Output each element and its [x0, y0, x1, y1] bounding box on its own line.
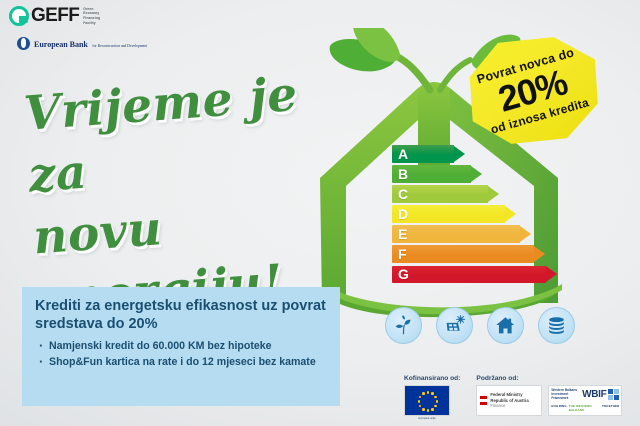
geff-tagline-line1: Green	[83, 6, 94, 11]
wbif-square-1	[608, 388, 614, 394]
offer-panel: Krediti za energetsku efikasnost uz povr…	[22, 287, 340, 406]
energy-bar-tip	[454, 145, 465, 162]
eu-star	[426, 409, 430, 412]
energy-bar-a: A	[392, 145, 557, 163]
geff-logo: GEFF Green Economy Financing Facility	[9, 6, 147, 26]
feature-icon-row	[385, 307, 575, 344]
energy-bar-tip	[520, 226, 531, 243]
energy-bar-letter: A	[398, 145, 409, 162]
wbif-squares-icon	[608, 388, 620, 400]
austria-ministry-logo: Federal Ministry Republic of Austria Fin…	[476, 385, 543, 416]
energy-bar-letter: D	[398, 206, 409, 223]
energy-bar-e: E	[392, 225, 557, 243]
geff-tagline: Green Economy Financing Facility	[83, 7, 119, 25]
wbif-tagline: BUILDING THE WESTERN BALKANS TOGETHER	[551, 404, 619, 412]
energy-bar-body	[392, 205, 505, 223]
partner-logos: Kofinansirano od: Evropska unija Podržan…	[404, 375, 623, 420]
offer-bullet-list: Namjenski kredit do 60.000 KM bez hipote…	[38, 338, 316, 371]
wbif-tag-2: THE WESTERN BALKANS	[568, 404, 592, 412]
house-icon	[487, 307, 524, 344]
ebrd-subtitle: for Reconstruction and Development	[92, 44, 148, 48]
cashback-badge: Povrat novca do 20% od iznosa kredita	[459, 28, 607, 153]
geff-tagline-line4: Facility	[83, 20, 96, 25]
geff-tagline-line2: Economy	[83, 11, 100, 16]
energy-bar-letter: G	[398, 266, 409, 283]
energy-bar-c: C	[392, 185, 557, 203]
ebrd-text: European Bank for Reconstruction and Dev…	[34, 34, 147, 52]
eu-star	[417, 400, 421, 403]
energy-bar-body	[392, 245, 534, 263]
eu-star	[431, 407, 434, 411]
wbif-tag-1: BUILDING	[551, 404, 567, 408]
eu-star	[422, 392, 425, 395]
eu-caption: Evropska unija	[418, 417, 436, 420]
energy-bar-tip	[505, 206, 516, 223]
energy-bar-letter: B	[398, 165, 409, 182]
solar-panel-icon	[436, 307, 473, 344]
wbif-top-row: Western Balkans Investment Framework WBI…	[551, 388, 620, 400]
austria-line-2: Republic of Austria	[490, 397, 529, 403]
ebrd-globe-icon	[17, 36, 30, 50]
ebrd-logo: European Bank for Reconstruction and Dev…	[17, 34, 147, 52]
eu-star	[422, 407, 425, 411]
energy-bar-tip	[546, 266, 557, 283]
energy-bar-letter: C	[398, 185, 409, 202]
eu-stars	[405, 386, 449, 415]
eu-flag-icon	[404, 385, 450, 416]
austria-ministry-text: Federal Ministry Republic of Austria Fin…	[490, 392, 528, 408]
offer-bullet: Namjenski kredit do 60.000 KM bez hipote…	[38, 338, 316, 355]
offer-title: Krediti za energetsku efikasnost uz povr…	[35, 298, 326, 332]
eu-star	[435, 400, 439, 403]
energy-bar-g: G	[392, 265, 557, 284]
coins-icon	[538, 307, 575, 344]
energy-bar-body	[392, 265, 546, 284]
wbif-tag-3: TOGETHER	[602, 404, 620, 408]
energy-bar-b: B	[392, 165, 557, 183]
austria-flag-icon	[480, 396, 488, 405]
wbif-line-2: Investment Framework	[551, 392, 569, 400]
wbif-square-2	[614, 388, 620, 394]
eu-star	[431, 392, 434, 395]
energy-bar-body	[392, 185, 488, 203]
geff-wordmark: GEFF	[31, 5, 80, 26]
wbif-square-3	[608, 394, 614, 400]
energy-bar-tip	[471, 165, 482, 182]
eu-star	[434, 395, 438, 399]
energy-bar-d: D	[392, 205, 557, 223]
ebrd-name: European Bank	[34, 40, 88, 49]
eu-star	[418, 404, 422, 408]
wbif-logo: Western Balkans Investment Framework WBI…	[548, 385, 623, 416]
energy-bar-letter: E	[398, 226, 408, 243]
geff-circle-icon	[9, 6, 29, 26]
energy-bar-tip	[534, 246, 545, 263]
supported-label: Podržano od:	[476, 375, 519, 382]
energy-bar-tip	[488, 185, 499, 202]
eu-star	[426, 391, 430, 394]
supported-logo-row: Federal Ministry Republic of Austria Fin…	[476, 385, 623, 416]
wbif-square-4	[614, 394, 620, 400]
cofinanced-group: Kofinansirano od: Evropska unija	[404, 375, 460, 420]
energy-bar-body	[392, 165, 471, 183]
wbif-wordmark: WBIF	[582, 388, 607, 400]
eu-star	[418, 395, 422, 399]
supported-group: Podržano od: Federal Ministry Republic o…	[476, 375, 623, 420]
plant-sprout-icon	[385, 307, 422, 344]
energy-bar-body	[392, 145, 454, 163]
wbif-fullname: Western Balkans Investment Framework	[551, 388, 580, 400]
eu-star	[434, 404, 438, 408]
austria-line-3: Finance	[490, 403, 506, 409]
austria-line-1: Federal Ministry	[490, 392, 523, 398]
energy-bar-body	[392, 225, 520, 243]
geff-tagline-line3: Financing	[83, 16, 101, 20]
energy-bar-letter: F	[398, 246, 407, 263]
logo-block: GEFF Green Economy Financing Facility Eu…	[9, 6, 147, 52]
energy-bar-f: F	[392, 245, 557, 263]
offer-bullet: Shop&Fun kartica na rate i do 12 mjeseci…	[38, 354, 316, 371]
cofinanced-label: Kofinansirano od:	[404, 375, 461, 382]
wbif-line-1: Western Balkans	[551, 388, 578, 392]
